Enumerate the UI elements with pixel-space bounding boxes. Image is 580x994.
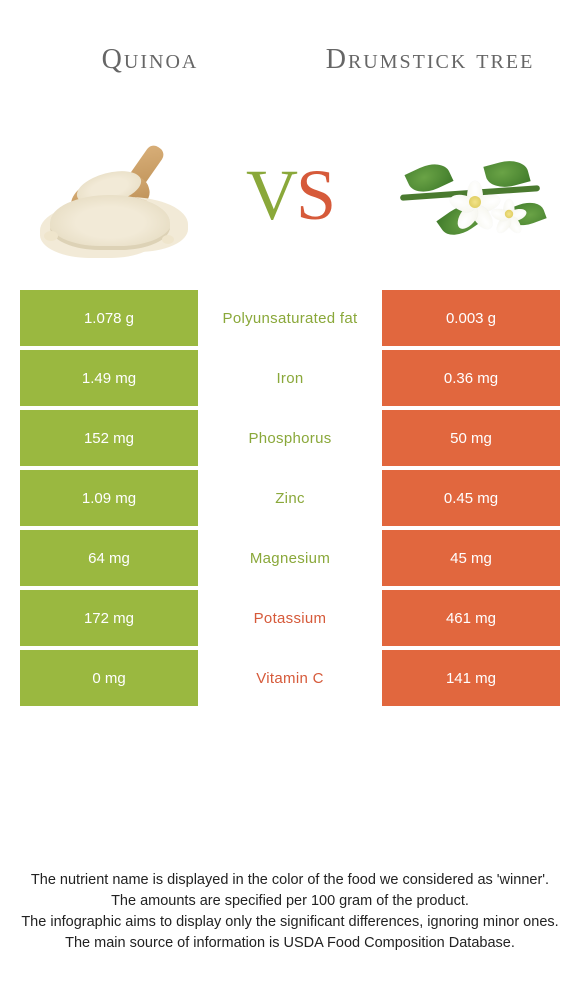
value-left: 152 mg <box>20 410 198 466</box>
value-left: 1.078 g <box>20 290 198 346</box>
titles-row: Quinoa Drumstick tree <box>0 0 580 110</box>
nutrient-label: Polyunsaturated fat <box>198 290 382 346</box>
title-right: Drumstick tree <box>320 45 540 76</box>
value-left: 1.49 mg <box>20 350 198 406</box>
quinoa-image <box>30 125 190 265</box>
value-right: 141 mg <box>382 650 560 706</box>
value-right: 45 mg <box>382 530 560 586</box>
vs-label: VS <box>246 154 334 237</box>
footer-line-4: The main source of information is USDA F… <box>18 933 562 954</box>
value-left: 0 mg <box>20 650 198 706</box>
vs-s: S <box>296 155 334 235</box>
nutrient-label: Zinc <box>198 470 382 526</box>
value-right: 461 mg <box>382 590 560 646</box>
table-row: 1.09 mgZinc0.45 mg <box>20 470 560 526</box>
value-right: 0.36 mg <box>382 350 560 406</box>
table-row: 172 mgPotassium461 mg <box>20 590 560 646</box>
comparison-table: 1.078 gPolyunsaturated fat0.003 g1.49 mg… <box>0 290 580 706</box>
value-left: 172 mg <box>20 590 198 646</box>
hero-row: VS <box>0 110 580 290</box>
footer-notes: The nutrient name is displayed in the co… <box>0 840 580 994</box>
table-row: 0 mgVitamin C141 mg <box>20 650 560 706</box>
nutrient-label: Potassium <box>198 590 382 646</box>
footer-line-3: The infographic aims to display only the… <box>18 912 562 933</box>
table-row: 1.49 mgIron0.36 mg <box>20 350 560 406</box>
nutrient-label: Vitamin C <box>198 650 382 706</box>
value-left: 64 mg <box>20 530 198 586</box>
nutrient-label: Iron <box>198 350 382 406</box>
nutrient-label: Phosphorus <box>198 410 382 466</box>
table-row: 64 mgMagnesium45 mg <box>20 530 560 586</box>
vs-v: V <box>246 155 296 235</box>
value-right: 0.003 g <box>382 290 560 346</box>
table-row: 152 mgPhosphorus50 mg <box>20 410 560 466</box>
table-row: 1.078 gPolyunsaturated fat0.003 g <box>20 290 560 346</box>
title-left: Quinoa <box>40 45 260 76</box>
value-left: 1.09 mg <box>20 470 198 526</box>
value-right: 50 mg <box>382 410 560 466</box>
footer-line-2: The amounts are specified per 100 gram o… <box>18 891 562 912</box>
value-right: 0.45 mg <box>382 470 560 526</box>
footer-line-1: The nutrient name is displayed in the co… <box>18 870 562 891</box>
nutrient-label: Magnesium <box>198 530 382 586</box>
drumstick-tree-image <box>390 125 550 265</box>
